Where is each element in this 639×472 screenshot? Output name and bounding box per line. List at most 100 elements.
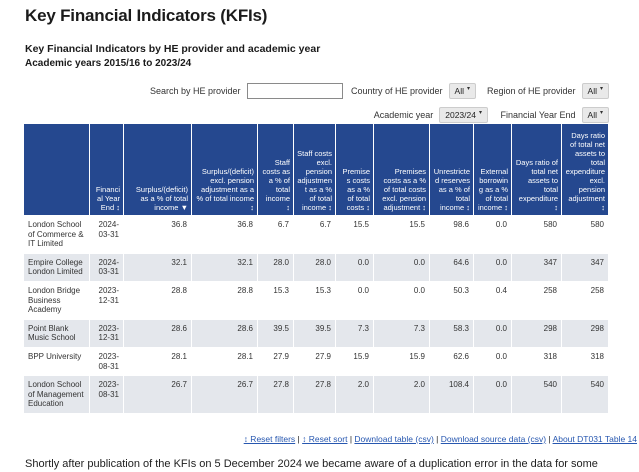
value-cell: 0.0 [373,252,430,282]
country-dropdown[interactable]: All ▾ [448,83,476,99]
column-header-label: Premises costs as a % of total costs [342,167,370,212]
value-cell: 258 [511,280,562,320]
filter-bar: Search by HE provider Country of HE prov… [0,82,639,124]
provider-cell: London School of Management Education [23,375,90,414]
value-cell: 15.5 [335,215,374,254]
financial-year-end-filter-group: Financial Year End All ▾ [500,107,609,123]
value-cell: 0.0 [335,280,374,320]
column-header-4[interactable]: Staff costs as a % of total income ↕ [257,123,294,216]
value-cell: 27.8 [257,375,294,414]
column-header-10[interactable]: Days ratio of total net assets to total … [511,123,562,216]
value-cell: 108.4 [429,375,474,414]
value-cell: 2.0 [373,375,430,414]
download-table-link[interactable]: Download table (csv) [354,434,434,444]
academic-year-dropdown-value: 2023/24 [445,110,476,120]
header-row: Financial Year End ↕ Surplus/​(deficit) a… [23,123,609,216]
column-header-label: Financial Year End [95,185,120,212]
column-header-9[interactable]: External borrowing as a % of total incom… [473,123,512,216]
link-separator: | [546,434,553,444]
column-header-label: Days ratio of total net assets to total … [565,131,605,203]
value-cell: 15.5 [373,215,430,254]
provider-cell: London School of Commerce & IT Limited [23,215,90,254]
link-separator: | [433,434,441,444]
value-cell: 32.1 [123,252,192,282]
value-cell: 7.3 [373,318,430,348]
search-filter-group: Search by HE provider [150,83,343,99]
column-header-8[interactable]: Unrestricted reserves as a % of total in… [429,123,474,216]
financial-year-end-label: Financial Year End [500,110,576,120]
value-cell: 27.9 [293,346,336,377]
page-title: Key Financial Indicators (KFIs) [25,6,268,25]
column-header-11[interactable]: Days ratio of total net assets to total … [561,123,609,216]
value-cell: 0.0 [473,375,512,414]
value-cell: 2023-12-31 [89,280,124,320]
value-cell: 0.0 [473,215,512,254]
kfi-table-container: Financial Year End ↕ Surplus/​(deficit) a… [23,123,609,423]
column-header-2[interactable]: Surplus/​(deficit) as a % of total incom… [123,123,192,216]
value-cell: 2023-08-31 [89,346,124,377]
value-cell: 28.1 [123,346,192,377]
value-cell: 27.9 [257,346,294,377]
sort-updown-icon: ↕ [554,203,558,212]
column-header-1[interactable]: Financial Year End ↕ [89,123,124,216]
financial-year-end-dropdown-value: All [587,110,597,120]
value-cell: 15.3 [293,280,336,320]
value-cell: 36.8 [191,215,258,254]
value-cell: 62.6 [429,346,474,377]
value-cell: 298 [511,318,562,348]
column-header-6[interactable]: Premises costs as a % of total costs ↕ [335,123,374,216]
sort-updown-icon: ↕ [328,203,332,212]
value-cell: 64.6 [429,252,474,282]
value-cell: 28.0 [293,252,336,282]
table-header: Financial Year End ↕ Surplus/​(deficit) a… [23,123,609,216]
footer-links: ↕ Reset filters | ↕ Reset sort | Downloa… [0,434,637,444]
value-cell: 6.7 [293,215,336,254]
column-header-label: Days ratio of total net assets to total … [515,158,558,203]
academic-year-dropdown[interactable]: 2023/24 ▾ [439,107,488,123]
value-cell: 2023-08-31 [89,375,124,414]
region-label: Region of HE provider [486,86,576,96]
value-cell: 28.8 [191,280,258,320]
region-dropdown[interactable]: All ▾ [581,83,609,99]
column-header-7[interactable]: Premises costs as a % of total costs exc… [373,123,430,216]
column-header-label: Unrestricted reserves as a % of total in… [433,167,470,212]
table-title: Key Financial Indicators by HE provider … [25,43,321,55]
value-cell: 0.0 [473,252,512,282]
table-row: BPP University 2023-08-31 28.1 28.1 27.9 27.9… [23,346,609,377]
value-cell: 28.8 [123,280,192,320]
reset-filters-link[interactable]: ↕ Reset filters [243,434,296,444]
value-cell: 15.9 [373,346,430,377]
reset-sort-link[interactable]: ↕ Reset sort [302,434,348,444]
table-row: London School of Management Education 202… [23,375,609,414]
value-cell: 0.4 [473,280,512,320]
value-cell: 347 [511,252,562,282]
sort-updown-icon: ↕ [366,203,370,212]
table-row: Empire College London Limited 2024-03-31 3… [23,252,609,282]
value-cell: 26.7 [123,375,192,414]
search-label: Search by HE provider [150,86,241,96]
value-cell: 28.6 [191,318,258,348]
provider-cell: Empire College London Limited [23,252,90,282]
sort-updown-icon: ↕ [116,203,120,212]
value-cell: 39.5 [293,318,336,348]
sort-updown-icon: ↕ [250,203,254,212]
sort-updown-icon: ↕ [286,203,290,212]
download-source-data-link[interactable]: Download source data (csv) [440,434,547,444]
value-cell: 580 [561,215,609,254]
value-cell: 318 [561,346,609,377]
provider-cell: Point Blank Music School [23,318,90,348]
value-cell: 540 [561,375,609,414]
column-header-3[interactable]: Surplus/​(deficit) excl. pension adjustm… [191,123,258,216]
sort-updown-icon: ↕ [422,203,426,212]
value-cell: 2024-03-31 [89,252,124,282]
financial-year-end-dropdown[interactable]: All ▾ [581,107,609,123]
chevron-down-icon: ▾ [599,86,603,92]
table-row: London School of Commerce & IT Limited 20… [23,215,609,254]
value-cell: 0.0 [473,346,512,377]
link-separator: | [295,434,303,444]
about-table-link[interactable]: About DT031 Table 14 [552,434,637,444]
value-cell: 258 [561,280,609,320]
search-input[interactable] [246,83,343,99]
column-header-5[interactable]: Staff costs excl. pension adjustment as … [293,123,336,216]
value-cell: 6.7 [257,215,294,254]
